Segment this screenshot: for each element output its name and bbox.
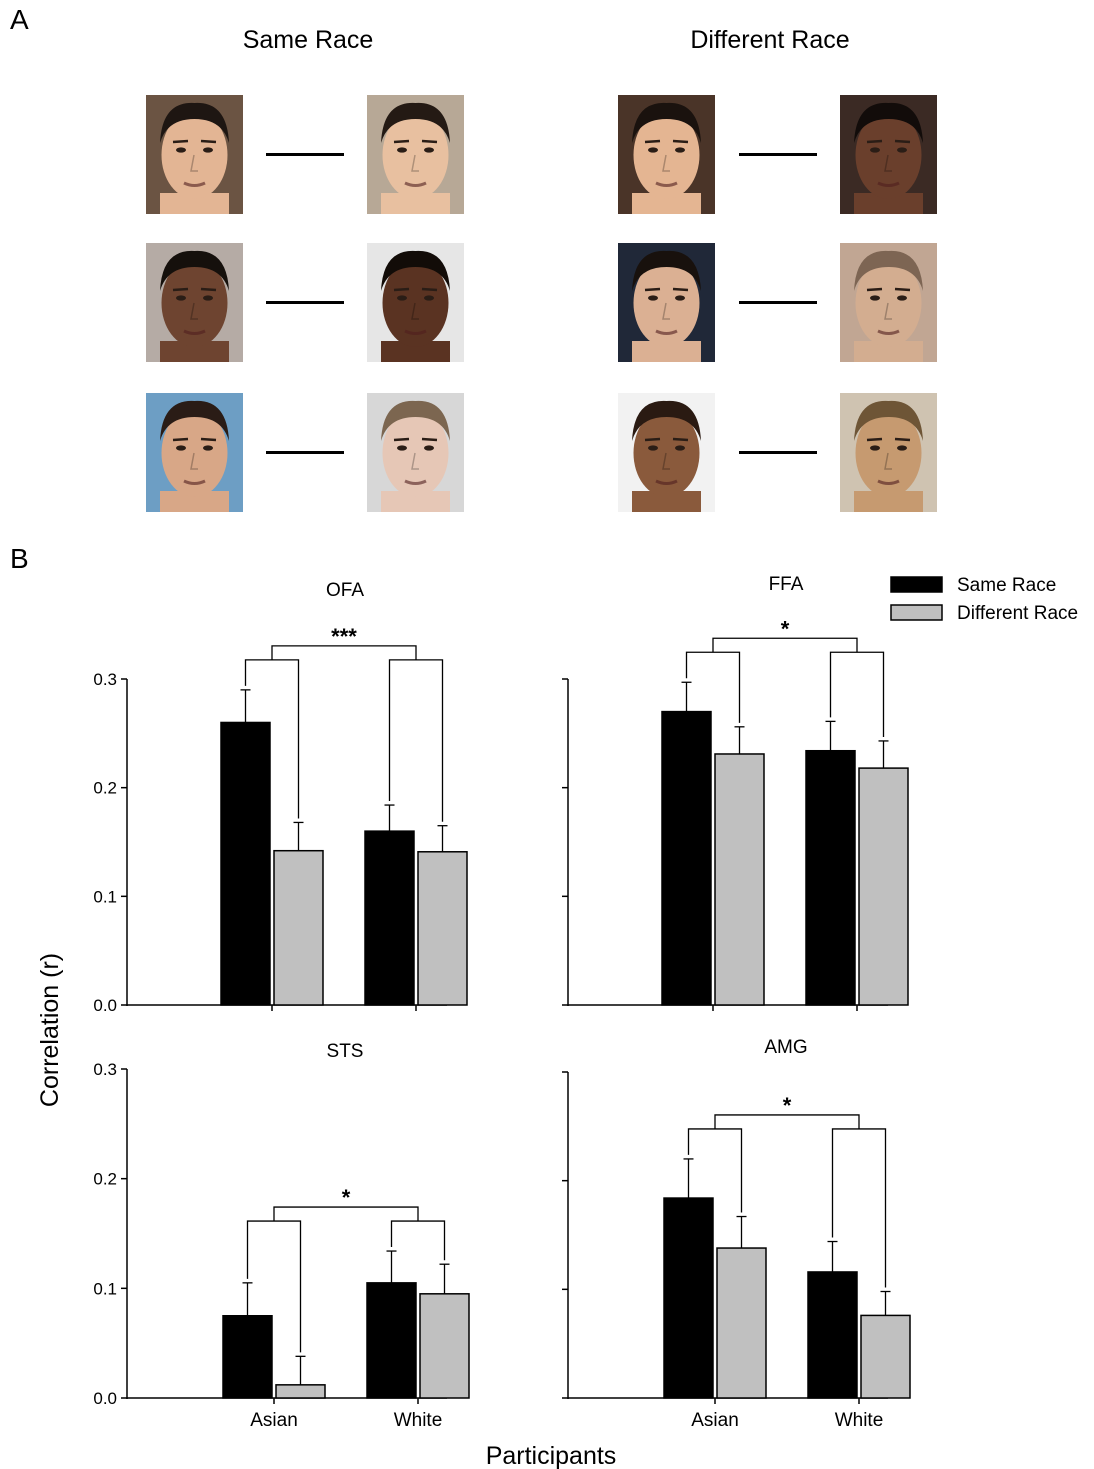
y-tick-label: 0.3 bbox=[93, 670, 117, 689]
face-photo bbox=[367, 95, 464, 214]
y-tick-label: 0.1 bbox=[93, 887, 117, 906]
interaction-bracket bbox=[714, 1114, 860, 1129]
bar-same-race bbox=[222, 1315, 273, 1399]
bar-same-race bbox=[364, 830, 415, 1006]
bar-different-race bbox=[860, 1314, 911, 1399]
bar-same-race bbox=[663, 1197, 714, 1399]
legend-label: Same Race bbox=[957, 575, 1056, 596]
bar-different-race bbox=[417, 851, 468, 1006]
face-photo bbox=[367, 393, 464, 512]
bar-same-race bbox=[366, 1282, 417, 1399]
pair-connector-line bbox=[739, 153, 817, 156]
bar-same-race bbox=[807, 1271, 858, 1399]
face-photo bbox=[146, 243, 243, 362]
y-tick-label: 0.2 bbox=[93, 779, 117, 798]
face-photo bbox=[840, 393, 937, 512]
bar-different-race bbox=[716, 1247, 767, 1399]
significance-label: * bbox=[783, 1093, 792, 1118]
x-axis-title: Participants bbox=[486, 1442, 617, 1469]
y-tick-label: 0.3 bbox=[93, 1060, 117, 1079]
comparison-bracket bbox=[246, 1220, 302, 1353]
significance-label: * bbox=[781, 616, 790, 641]
bar-different-race bbox=[273, 849, 324, 1006]
face-photo bbox=[618, 95, 715, 214]
panel-b-letter: B bbox=[10, 543, 29, 574]
pair-connector-line bbox=[266, 301, 344, 304]
comparison-bracket bbox=[388, 659, 444, 822]
pair-connector-line bbox=[739, 451, 817, 454]
face-photo bbox=[840, 95, 937, 214]
bar-different-race bbox=[275, 1384, 326, 1399]
legend-label: Different Race bbox=[957, 603, 1078, 624]
legend-swatch-same-race bbox=[890, 576, 943, 593]
y-tick-label: 0.2 bbox=[93, 1170, 117, 1189]
face-photo bbox=[840, 243, 937, 362]
face-photo bbox=[146, 95, 243, 214]
pair-connector-line bbox=[266, 153, 344, 156]
chart-title: OFA bbox=[326, 580, 364, 601]
interaction-bracket bbox=[271, 645, 417, 660]
same-race-title: Same Race bbox=[242, 26, 374, 54]
x-tick-label: White bbox=[394, 1410, 443, 1431]
comparison-bracket bbox=[831, 1128, 887, 1288]
comparison-bracket bbox=[390, 1220, 446, 1261]
face-photo bbox=[146, 393, 243, 512]
y-tick-label: 0.0 bbox=[93, 996, 117, 1015]
interaction-bracket bbox=[273, 1206, 419, 1222]
face-photo bbox=[618, 243, 715, 362]
bar-different-race bbox=[419, 1293, 470, 1399]
legend-swatch-different-race bbox=[890, 604, 943, 621]
face-photo bbox=[367, 243, 464, 362]
different-race-title: Different Race bbox=[690, 26, 850, 54]
chart-title: STS bbox=[327, 1041, 364, 1062]
bar-same-race bbox=[805, 749, 856, 1006]
x-tick-label: Asian bbox=[691, 1410, 739, 1431]
panel-a-letter: A bbox=[10, 4, 29, 35]
comparison-bracket bbox=[829, 651, 885, 737]
bar-same-race bbox=[661, 710, 712, 1006]
interaction-bracket bbox=[712, 637, 858, 653]
chart-title: AMG bbox=[764, 1037, 807, 1058]
bar-same-race bbox=[220, 721, 271, 1006]
y-tick-label: 0.0 bbox=[93, 1389, 117, 1408]
bar-different-race bbox=[714, 753, 765, 1006]
pair-connector-line bbox=[266, 451, 344, 454]
comparison-bracket bbox=[244, 659, 300, 819]
x-tick-label: White bbox=[835, 1410, 884, 1431]
chart-title: FFA bbox=[769, 574, 804, 595]
pair-connector-line bbox=[739, 301, 817, 304]
face-photo bbox=[618, 393, 715, 512]
significance-label: * bbox=[342, 1185, 351, 1210]
y-axis-title: Correlation (r) bbox=[36, 953, 64, 1107]
x-tick-label: Asian bbox=[250, 1410, 298, 1431]
bar-different-race bbox=[858, 767, 909, 1006]
y-tick-label: 0.1 bbox=[93, 1279, 117, 1298]
significance-label: *** bbox=[331, 624, 357, 649]
